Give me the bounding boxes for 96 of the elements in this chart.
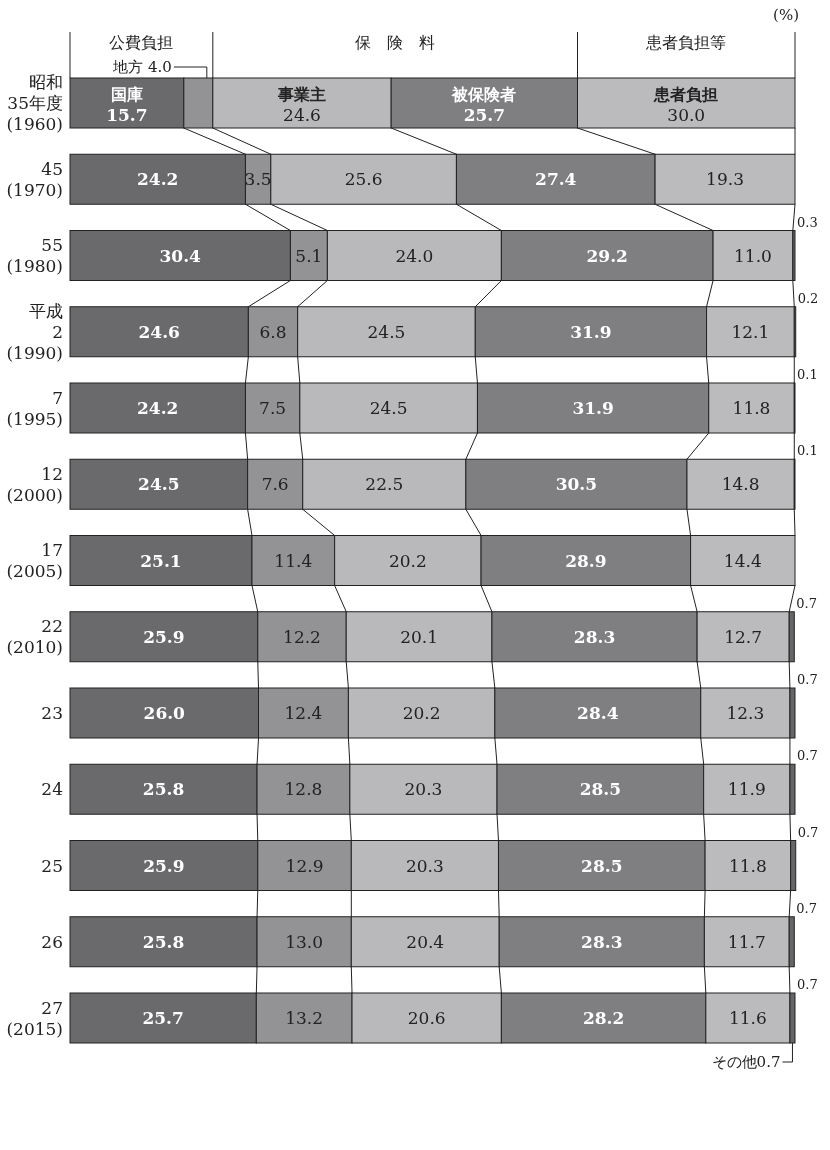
text: 患者負担等 <box>645 33 727 52</box>
data-label: 28.5 <box>581 855 623 876</box>
data-label: 0.1 <box>797 443 818 459</box>
data-label: 28.3 <box>573 626 616 647</box>
series-label: 患者負担 <box>653 85 719 104</box>
data-label: 25.8 <box>142 779 185 800</box>
y-tick-label: 12 (2000) <box>6 463 63 505</box>
data-label: 13.2 <box>285 1008 324 1028</box>
data-label: 25.1 <box>140 550 182 571</box>
data-label: 0.2 <box>797 290 819 306</box>
data-label: 31.9 <box>572 398 614 418</box>
data-label: 12.1 <box>731 321 770 342</box>
data-label: 25.9 <box>143 626 185 647</box>
data-label: 14.4 <box>723 550 762 571</box>
data-label: 28.4 <box>577 703 619 723</box>
text: 公費負担 <box>109 33 174 52</box>
data-label: 26.0 <box>143 703 186 723</box>
series-label: 国庫 <box>110 85 143 104</box>
y-tick-label: 27 (2015) <box>6 997 63 1039</box>
data-label: 30.4 <box>159 245 202 266</box>
data-label: 20.2 <box>402 703 441 723</box>
y-tick-label: 25 <box>41 855 63 876</box>
series-label: 被保険者 <box>451 85 517 104</box>
data-label: 11.0 <box>734 245 772 266</box>
data-label: 24.2 <box>137 398 179 418</box>
data-label: 30.0 <box>667 105 706 125</box>
data-label: 25.8 <box>142 931 185 952</box>
data-label: 25.6 <box>344 169 383 190</box>
data-label: 0.1 <box>797 367 818 382</box>
text: 地方 4.0 <box>113 58 172 76</box>
data-label: 28.5 <box>579 779 622 800</box>
data-label: 11.9 <box>727 779 766 800</box>
y-tick-label: 平成 2 (1990) <box>6 300 63 363</box>
data-label: 28.9 <box>565 550 607 571</box>
data-label: 12.9 <box>285 855 324 876</box>
data-label: 20.4 <box>406 931 445 952</box>
data-label: 7.5 <box>259 398 287 418</box>
data-label: 12.7 <box>724 626 763 647</box>
data-label: 14.8 <box>721 474 760 495</box>
data-label: 20.2 <box>388 550 427 571</box>
data-label: 13.0 <box>285 931 324 952</box>
data-label: 25.7 <box>142 1008 184 1028</box>
y-tick-label: 45 (1970) <box>6 158 63 200</box>
data-label: 31.9 <box>570 321 612 342</box>
data-label: 12.8 <box>284 779 323 800</box>
data-label: 24.5 <box>367 321 406 342</box>
data-label: 5.1 <box>295 245 323 266</box>
data-label: 19.3 <box>706 169 744 190</box>
data-label: 20.3 <box>404 779 443 800</box>
data-label: 11.7 <box>727 931 766 952</box>
data-label: 20.3 <box>405 855 444 876</box>
data-label: 0.3 <box>797 214 818 230</box>
data-label: 11.4 <box>274 550 313 571</box>
data-label: 25.9 <box>143 855 185 876</box>
data-label: 20.6 <box>407 1008 446 1028</box>
text: 保 険 料 <box>355 33 436 52</box>
data-label: 24.0 <box>395 245 434 266</box>
y-tick-label: 22 (2010) <box>6 616 63 658</box>
y-tick-label: 17 (2005) <box>6 540 63 581</box>
data-label: 24.6 <box>283 105 321 125</box>
data-label: 30.5 <box>555 474 598 495</box>
y-tick-label: 24 <box>41 779 63 800</box>
data-label: 12.4 <box>284 703 323 723</box>
data-label: 28.2 <box>582 1008 625 1028</box>
data-label: 0.7 <box>797 672 818 687</box>
data-label: 0.7 <box>796 595 817 611</box>
data-label: 22.5 <box>365 474 404 495</box>
data-label: 6.8 <box>259 321 287 342</box>
data-label: 12.3 <box>726 703 765 723</box>
y-tick-label: 23 <box>41 703 63 723</box>
data-label: 12.2 <box>283 626 321 647</box>
y-tick-label: 55 (1980) <box>6 235 63 276</box>
data-label: 24.5 <box>369 398 408 418</box>
data-label: 0.7 <box>796 900 817 916</box>
data-label: 0.7 <box>797 977 818 992</box>
data-label: 15.7 <box>106 105 148 125</box>
data-label: 0.7 <box>797 748 818 764</box>
text: (%) <box>773 6 799 24</box>
data-label: 24.2 <box>137 169 179 190</box>
data-label: 24.6 <box>138 321 180 342</box>
series-label: 事業主 <box>277 85 326 104</box>
y-tick-label: 7 (1995) <box>6 387 63 429</box>
data-label: 11.6 <box>728 1008 767 1028</box>
text: その他0.7 <box>711 1053 781 1071</box>
data-label: 27.4 <box>535 169 577 190</box>
y-tick-label: 昭和 35年度 (1960) <box>6 72 63 134</box>
data-label: 29.2 <box>586 245 628 266</box>
data-label: 25.7 <box>463 105 506 125</box>
data-label: 7.6 <box>261 474 289 495</box>
data-label: 28.3 <box>581 931 623 952</box>
data-label: 0.7 <box>797 824 819 840</box>
data-label: 11.8 <box>728 855 767 876</box>
data-label: 11.8 <box>732 398 771 418</box>
data-label: 20.1 <box>400 626 439 647</box>
y-tick-label: 26 <box>41 931 63 952</box>
data-label: 24.5 <box>138 474 180 495</box>
